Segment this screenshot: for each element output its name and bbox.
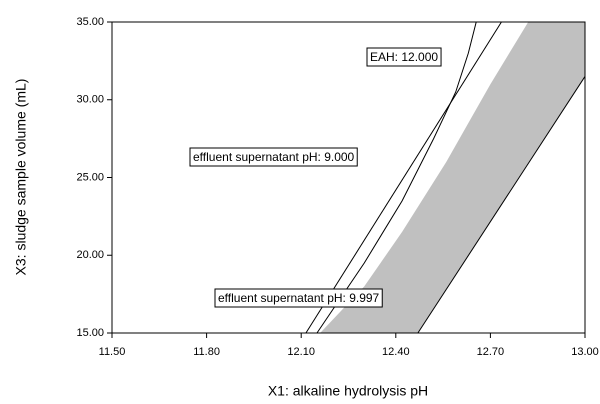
y-tick-label: 20.00 (76, 249, 104, 261)
contour-line (316, 21, 477, 334)
y-tick-label: 15.00 (76, 327, 104, 339)
contour-line (417, 76, 586, 334)
contour-line (305, 21, 502, 334)
annotation: effluent supernatant pH: 9.000 (193, 150, 355, 164)
x-tick-label: 13.00 (571, 346, 599, 358)
annotation-box (366, 47, 442, 67)
x-tick-label: 12.10 (287, 346, 315, 358)
x-tick-label: 11.80 (193, 346, 220, 358)
x-tick-label: 12.40 (382, 346, 410, 358)
y-tick-label: 25.00 (76, 171, 104, 183)
annotation: EAH: 12.000 (370, 50, 438, 64)
annotation-box (189, 147, 358, 167)
y-tick-label: 30.00 (76, 94, 104, 106)
annotation: effluent supernatant pH: 9.997 (218, 291, 380, 305)
annotation-box (214, 288, 383, 308)
x-axis-label: X1: alkaline hydrolysis pH (268, 383, 428, 399)
y-tick-label: 35.00 (76, 16, 104, 28)
x-tick-label: 12.70 (477, 346, 505, 358)
x-tick-label: 11.50 (99, 346, 126, 358)
feasible-region (320, 22, 585, 333)
y-axis-label: X3: sludge sample volume (mL) (13, 79, 29, 276)
